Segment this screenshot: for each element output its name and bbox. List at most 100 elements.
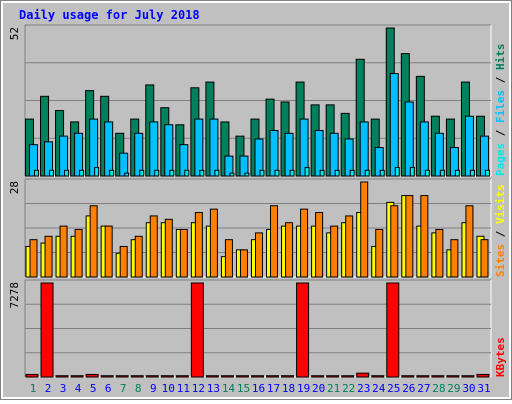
- middle-panel-legend: Sites / Visits: [494, 184, 507, 277]
- bottom-panel-bar-kbytes: [100, 375, 114, 378]
- middle-panel-bar-sites: [435, 229, 444, 278]
- x-tick-label: 4: [75, 382, 82, 395]
- x-tick-label: 5: [90, 382, 97, 395]
- top-panel-bar-pages: [484, 169, 490, 177]
- top-panel-legend-sep: /: [494, 123, 507, 143]
- top-panel-bar-pages: [34, 169, 39, 177]
- bottom-panel-bar-kbytes: [311, 375, 325, 378]
- top-panel-bar-pages: [454, 169, 460, 177]
- bottom-panel-bar-kbytes: [235, 375, 249, 378]
- top-panel-bar-pages: [184, 169, 190, 177]
- top-panel-bar-files: [254, 138, 264, 177]
- bottom-panel-bar-kbytes: [371, 375, 385, 378]
- bottom-panel-bar-kbytes: [461, 375, 475, 378]
- top-panel-legend-pages: Pages: [494, 143, 507, 176]
- bottom-panel-bar-kbytes: [446, 375, 460, 378]
- middle-panel-bar-sites: [480, 239, 489, 278]
- middle-panel-bar-sites: [59, 225, 68, 278]
- middle-panel-bar-sites: [465, 205, 474, 278]
- x-tick-label: 27: [417, 382, 430, 395]
- bottom-panel-bar-kbytes: [205, 375, 219, 378]
- bottom-panel-bar-kbytes: [130, 375, 144, 378]
- middle-panel-bar-sites: [194, 212, 203, 278]
- middle-panel-bar-sites: [390, 205, 399, 278]
- top-panel-bar-pages: [79, 169, 85, 177]
- bottom-panel-bar-kbytes: [55, 375, 69, 378]
- middle-panel-bar-sites: [375, 229, 384, 278]
- top-panel-bar-pages: [439, 169, 445, 177]
- middle-panel-bar-sites: [104, 225, 113, 278]
- middle-panel-bar-sites: [285, 222, 294, 278]
- middle-panel-bar-sites: [119, 245, 128, 278]
- middle-panel-bar-sites: [360, 181, 369, 278]
- x-tick-label: 17: [267, 382, 280, 395]
- x-tick-label: 8: [135, 382, 142, 395]
- bottom-panel-legend-kbytes: KBytes: [494, 337, 507, 377]
- bottom-panel-bar-kbytes: [85, 373, 99, 378]
- top-panel-bar-pages: [139, 169, 145, 177]
- top-panel-bar-pages: [409, 166, 415, 177]
- top-panel-bar-pages: [259, 169, 265, 177]
- x-tick-label: 3: [60, 382, 67, 395]
- top-panel-bar-pages: [199, 169, 205, 177]
- x-tick-label: 30: [462, 382, 475, 395]
- top-panel-bar-pages: [274, 169, 280, 177]
- top-panel-bar-pages: [319, 169, 325, 177]
- middle-panel-bar-sites: [44, 235, 53, 278]
- x-tick-label: 11: [177, 382, 190, 395]
- bottom-panel-bar-kbytes: [296, 282, 310, 378]
- middle-panel-bar-sites: [405, 195, 414, 278]
- top-panel-ymax-label: 52: [8, 27, 21, 40]
- top-panel-bar-files: [179, 144, 189, 177]
- x-tick-label: 16: [252, 382, 265, 395]
- x-tick-label: 21: [327, 382, 340, 395]
- middle-panel-legend-visits: Visits: [494, 184, 507, 224]
- middle-panel-ymax-label: 28: [8, 181, 21, 194]
- top-panel-bar-files: [344, 138, 354, 177]
- bottom-panel-bar-kbytes: [356, 372, 370, 378]
- x-tick-label: 20: [312, 382, 325, 395]
- top-panel-bar-files: [194, 118, 204, 177]
- x-tick-label: 24: [372, 382, 386, 395]
- top-panel-bar-pages: [154, 169, 160, 177]
- top-panel-bar-pages: [304, 166, 310, 177]
- top-panel-bar-pages: [379, 169, 385, 177]
- top-panel-bar-files: [29, 144, 38, 177]
- top-panel-bar-pages: [244, 172, 250, 177]
- x-tick-label: 22: [342, 382, 355, 395]
- middle-panel-bar-sites: [254, 232, 263, 278]
- top-panel-bar-pages: [94, 166, 100, 177]
- bottom-panel-bar-kbytes: [175, 375, 189, 378]
- bottom-panel-bar-kbytes: [115, 375, 129, 378]
- top-panel-legend-hits: Hits: [494, 44, 507, 71]
- top-panel-bar-files: [464, 115, 474, 177]
- x-tick-label: 10: [162, 382, 175, 395]
- top-panel-bar-pages: [109, 169, 115, 177]
- top-panel-bar-files: [74, 132, 84, 177]
- top-panel-legend-files: Files: [494, 90, 507, 123]
- middle-panel-bar-sites: [164, 218, 173, 278]
- top-panel-bar-files: [134, 132, 144, 177]
- x-tick-label: 6: [105, 382, 112, 395]
- top-panel-bar-files: [104, 121, 114, 177]
- middle-panel-bar-sites: [300, 208, 309, 278]
- x-tick-label: 26: [402, 382, 415, 395]
- top-panel-bar-files: [389, 73, 399, 177]
- top-panel-bar-pages: [169, 169, 175, 177]
- top-panel-bar-pages: [394, 166, 400, 177]
- middle-panel-bar-sites: [149, 215, 158, 278]
- middle-panel-bar-sites: [315, 212, 324, 278]
- bottom-panel-ymax-label: 7278: [8, 282, 21, 309]
- x-tick-label: 1: [30, 382, 37, 395]
- top-panel-bar-files: [224, 155, 234, 177]
- top-panel-bar-files: [284, 132, 294, 177]
- top-panel-bar-files: [44, 141, 54, 177]
- top-panel-bar-files: [89, 118, 99, 177]
- bottom-panel-bar-kbytes: [250, 375, 264, 378]
- top-panel-bar-files: [404, 101, 414, 177]
- middle-panel-bar-sites: [450, 239, 459, 278]
- middle-panel-bar-sites: [209, 208, 218, 278]
- top-panel-bar-pages: [49, 169, 55, 177]
